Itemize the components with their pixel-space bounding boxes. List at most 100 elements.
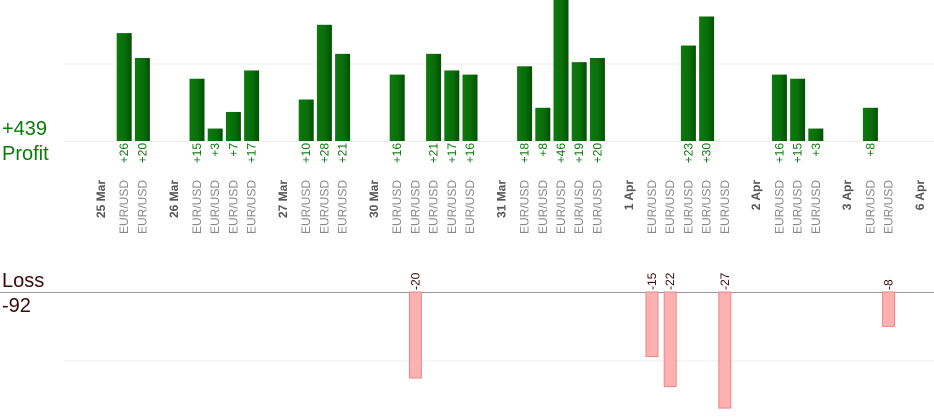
date-label: 26 Mar — [167, 180, 181, 218]
profit-bar — [771, 74, 787, 141]
profit-bar — [298, 99, 314, 141]
profit-bar — [244, 70, 260, 141]
profit-bar — [862, 107, 878, 141]
symbol-label: EUR/USD — [572, 180, 586, 234]
symbol-label: EUR/USD — [590, 180, 604, 234]
date-label: 1 Apr — [622, 180, 636, 211]
loss-bar — [408, 291, 422, 379]
symbol-label: EUR/USD — [772, 180, 786, 234]
profit-bar — [189, 78, 205, 141]
profit-bar — [462, 74, 478, 141]
profit-value-label: +18 — [518, 143, 532, 164]
date-label: 6 Apr — [913, 180, 927, 211]
profit-bar — [680, 45, 696, 141]
profit-value-label: +23 — [681, 143, 695, 164]
profit-bar — [426, 53, 442, 141]
profit-value-label: +19 — [572, 143, 586, 164]
symbol-label: EUR/USD — [427, 180, 441, 234]
profit-value-label: +20 — [135, 143, 149, 164]
date-label: 25 Mar — [94, 180, 108, 218]
loss-bar — [882, 291, 896, 327]
profit-bar — [553, 0, 569, 141]
symbol-label: EUR/USD — [390, 180, 404, 234]
profit-bar — [699, 16, 715, 141]
symbol-label: EUR/USD — [700, 180, 714, 234]
symbol-label: EUR/USD — [809, 180, 823, 234]
profit-value-label: +3 — [809, 143, 823, 157]
symbol-label: EUR/USD — [718, 180, 732, 234]
profit-bar — [571, 62, 587, 141]
date-label: 3 Apr — [840, 180, 854, 211]
symbol-label: EUR/USD — [791, 180, 805, 234]
loss-value-label: -22 — [663, 272, 677, 290]
date-label: 30 Mar — [367, 180, 381, 218]
symbol-label: EUR/USD — [190, 180, 204, 234]
symbol-label: EUR/USD — [518, 180, 532, 234]
loss-value-label: -27 — [718, 272, 732, 290]
loss-bar — [718, 291, 732, 409]
profit-value-label: +16 — [390, 143, 404, 164]
symbol-label: EUR/USD — [463, 180, 477, 234]
symbol-label: EUR/USD — [408, 180, 422, 234]
profit-value-label: +16 — [463, 143, 477, 164]
date-label: 2 Apr — [749, 180, 763, 211]
profit-value-label: +30 — [700, 143, 714, 164]
profit-value-label: +15 — [190, 143, 204, 164]
symbol-label: EUR/USD — [135, 180, 149, 234]
loss-value-label: -15 — [645, 272, 659, 290]
profit-bar — [589, 58, 605, 141]
loss-label: Loss — [2, 270, 45, 292]
profit-value-label: +26 — [117, 143, 131, 164]
profit-value-label: +10 — [299, 143, 313, 164]
profit-value-label: +17 — [245, 143, 259, 164]
profit-bar — [808, 128, 824, 141]
symbol-label: EUR/USD — [117, 180, 131, 234]
profit-value-label: +3 — [208, 143, 222, 157]
profit-value-label: +17 — [445, 143, 459, 164]
loss-value-label: -8 — [882, 279, 896, 290]
profit-bar — [207, 128, 223, 141]
profit-bar — [535, 107, 551, 141]
profit-bar — [225, 111, 241, 141]
symbol-label: EUR/USD — [663, 180, 677, 234]
symbol-label: EUR/USD — [336, 180, 350, 234]
date-label: 27 Mar — [276, 180, 290, 218]
profit-value-label: +46 — [554, 143, 568, 164]
profit-bar — [134, 58, 150, 141]
symbol-label: EUR/USD — [445, 180, 459, 234]
profit-value-label: +28 — [317, 143, 331, 164]
profit-bar — [389, 74, 405, 141]
profit-value-label: +8 — [863, 143, 877, 157]
profit-label: Profit — [2, 143, 49, 165]
symbol-label: EUR/USD — [536, 180, 550, 234]
symbol-label: EUR/USD — [554, 180, 568, 234]
symbol-label: EUR/USD — [882, 180, 896, 234]
symbol-label: EUR/USD — [226, 180, 240, 234]
profit-value-label: +16 — [772, 143, 786, 164]
profit-bar — [517, 66, 533, 141]
profit-value-label: +20 — [590, 143, 604, 164]
profit-bar — [316, 24, 332, 141]
symbol-label: EUR/USD — [208, 180, 222, 234]
profit-value-label: +21 — [336, 143, 350, 164]
symbol-label: EUR/USD — [863, 180, 877, 234]
symbol-label: EUR/USD — [645, 180, 659, 234]
profit-bar — [335, 53, 351, 141]
profit-bar — [444, 70, 460, 141]
loss-total: -92 — [2, 295, 31, 317]
profit-value-label: +15 — [791, 143, 805, 164]
loss-value-label: -20 — [408, 272, 422, 290]
profit-bar — [790, 78, 806, 141]
date-label: 31 Mar — [494, 180, 508, 218]
loss-bar — [663, 291, 677, 388]
symbol-label: EUR/USD — [317, 180, 331, 234]
symbol-label: EUR/USD — [681, 180, 695, 234]
symbol-label: EUR/USD — [299, 180, 313, 234]
loss-bar — [645, 291, 659, 357]
symbol-label: EUR/USD — [245, 180, 259, 234]
profit-value-label: +8 — [536, 143, 550, 157]
profit-total: +439 — [2, 118, 48, 140]
profit-bar — [116, 33, 132, 141]
